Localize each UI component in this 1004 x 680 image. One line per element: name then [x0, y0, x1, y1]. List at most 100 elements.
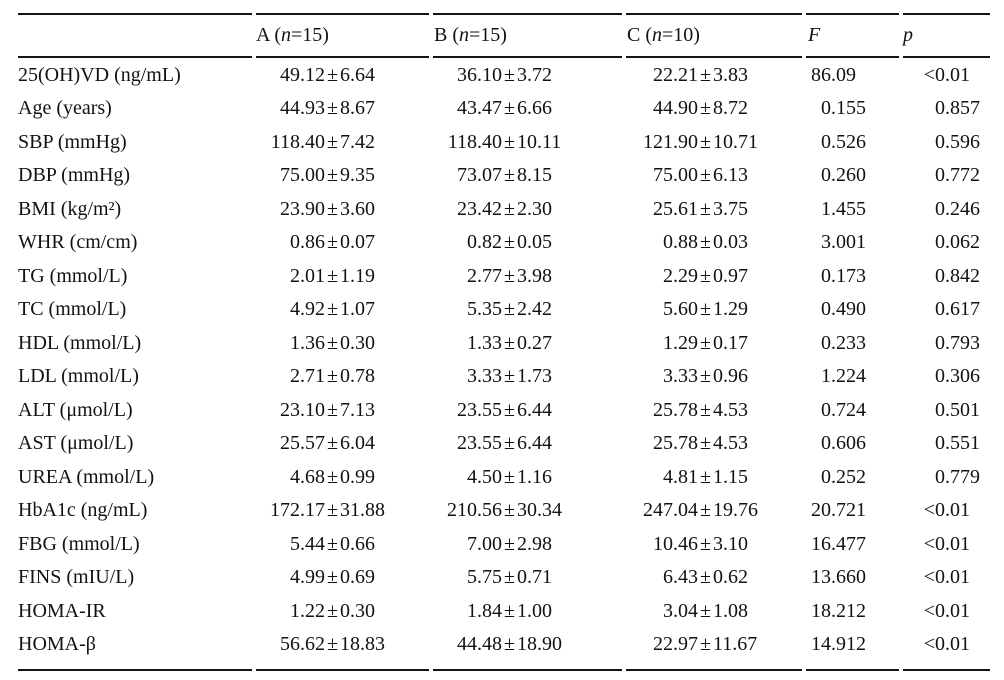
stat-cell: <0.01 [903, 595, 990, 629]
plus-minus-sign: ± [504, 63, 515, 86]
parameter-label: UREA (mmol/L) [18, 465, 155, 488]
table-row: HOMA-IR 1.22 ±0.30 1.84 ±1.00 3.04 ±1.08 18.212… [18, 595, 990, 629]
table-row: WHR (cm/cm) 0.86 ±0.07 0.82 ±0.05 0.88 ±0.03 3.… [18, 226, 990, 260]
stat-cell: <0.01 [903, 494, 990, 528]
stat-int: <0 [923, 63, 945, 86]
sd-value: 2.30 [516, 197, 552, 220]
stat-int: 0 [821, 465, 831, 488]
sd-value: 6.13 [712, 164, 748, 186]
value-cell: 0.82 ±0.05 [430, 226, 623, 260]
table-row: FBG (mmol/L) 5.44 ±0.66 7.00 ±2.98 10.46 ±3.10… [18, 528, 990, 562]
sd-value: 3.60 [339, 197, 375, 220]
stat-frac: .252 [831, 465, 866, 488]
plus-minus-sign: ± [327, 264, 338, 287]
plus-minus-sign: ± [504, 432, 515, 454]
value-cell: 1.29 ±0.17 [623, 327, 808, 361]
mean-value: 23.10 [280, 398, 325, 421]
mean-value: 118.40 [270, 130, 325, 153]
stat-cell: <0.01 [903, 59, 990, 93]
stat-frac: .246 [945, 197, 980, 220]
mean-value: 1.33 [467, 331, 502, 354]
plus-minus-sign: ± [327, 231, 338, 253]
stat-cell: 14.912 [808, 628, 903, 662]
stat-cell: 0.551 [903, 427, 990, 461]
stat-int: 0 [821, 298, 831, 320]
sd-value: 1.15 [712, 465, 748, 488]
mean-value: 44.48 [457, 633, 502, 655]
value-cell: 5.35 ±2.42 [430, 293, 623, 327]
stat-frac: .212 [831, 599, 866, 622]
sd-value: 0.03 [712, 231, 748, 253]
parameter-label: BMI (kg/m²) [18, 197, 122, 220]
plus-minus-sign: ± [504, 331, 515, 354]
sd-value: 0.62 [712, 566, 748, 588]
stat-frac: .551 [945, 432, 980, 454]
plus-minus-sign: ± [327, 633, 338, 655]
stat-int: 86 [811, 63, 831, 86]
value-cell: 22.21 ±3.83 [623, 59, 808, 93]
parameter-label: FBG (mmol/L) [18, 532, 140, 555]
mean-value: 118.40 [447, 130, 502, 153]
value-cell: 25.61 ±3.75 [623, 193, 808, 227]
table-row: TG (mmol/L) 2.01 ±1.19 2.77 ±3.98 2.29 ±0.97 0.… [18, 260, 990, 294]
mean-value: 5.60 [663, 298, 698, 320]
stat-int: <0 [923, 633, 945, 655]
mean-value: 1.36 [290, 331, 325, 354]
stat-cell: 0.306 [903, 360, 990, 394]
stat-int: <0 [923, 532, 945, 555]
sd-value: 7.42 [339, 130, 375, 153]
plus-minus-sign: ± [700, 532, 711, 555]
plus-minus-sign: ± [700, 264, 711, 287]
plus-minus-sign: ± [327, 130, 338, 153]
mean-value: 75.00 [280, 164, 325, 186]
sd-value: 6.44 [516, 432, 552, 454]
value-cell: 1.84 ±1.00 [430, 595, 623, 629]
plus-minus-sign: ± [700, 164, 711, 186]
plus-minus-sign: ± [700, 298, 711, 320]
rule-segment [626, 669, 802, 671]
mean-value: 4.50 [467, 465, 502, 488]
parameter-label: WHR (cm/cm) [18, 231, 138, 253]
stat-cell: 20.721 [808, 494, 903, 528]
value-cell: 4.50 ±1.16 [430, 461, 623, 495]
value-cell: 4.92 ±1.07 [252, 293, 430, 327]
value-cell: 0.86 ±0.07 [252, 226, 430, 260]
stat-cell: 0.617 [903, 293, 990, 327]
mean-value: 36.10 [457, 63, 502, 86]
stat-int: 0 [935, 164, 945, 186]
table-row: HDL (mmol/L) 1.36 ±0.30 1.33 ±0.27 1.29 ±0.17 0… [18, 327, 990, 361]
stat-int: 0 [935, 130, 945, 153]
plus-minus-sign: ± [700, 231, 711, 253]
mean-value: 172.17 [270, 499, 325, 521]
plus-minus-sign: ± [504, 231, 515, 253]
value-cell: 4.99 ±0.69 [252, 561, 430, 595]
sd-value: 0.05 [516, 231, 552, 253]
parameter-label: ALT (μmol/L) [18, 398, 133, 421]
stat-frac: .912 [831, 633, 866, 655]
stat-frac: .617 [945, 298, 980, 320]
stat-int: 0 [935, 97, 945, 119]
mean-value: 2.77 [467, 264, 502, 287]
sd-value: 4.53 [712, 432, 748, 454]
sd-value: 10.71 [712, 130, 758, 153]
stat-cell: 0.246 [903, 193, 990, 227]
stat-cell: 3.001 [808, 226, 903, 260]
rule-segment [433, 669, 622, 671]
sd-value: 1.07 [339, 298, 375, 320]
rule-segment [903, 669, 990, 671]
stat-int: 14 [811, 633, 831, 655]
rule-segment [433, 56, 622, 59]
mean-value: 56.62 [280, 633, 325, 655]
mean-value: 4.92 [290, 298, 325, 320]
rule-segment [626, 13, 802, 15]
sd-value: 4.53 [712, 398, 748, 421]
parameter-label: Age (years) [18, 97, 112, 119]
sd-value: 6.04 [339, 432, 375, 454]
sd-value: 31.88 [339, 499, 385, 521]
plus-minus-sign: ± [700, 398, 711, 421]
table-row: ALT (μmol/L) 23.10 ±7.13 23.55 ±6.44 25.78 ±4.… [18, 394, 990, 428]
value-cell: 23.90 ±3.60 [252, 193, 430, 227]
stat-int: 0 [935, 465, 945, 488]
mean-value: 25.78 [653, 432, 698, 454]
